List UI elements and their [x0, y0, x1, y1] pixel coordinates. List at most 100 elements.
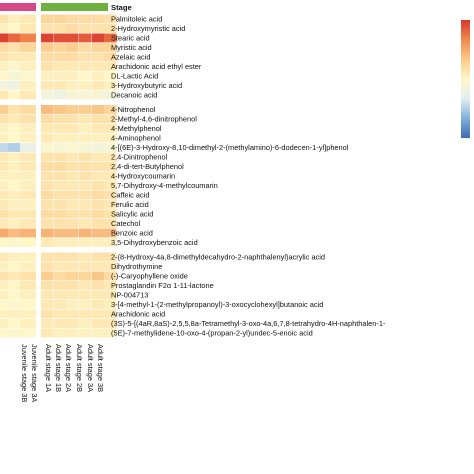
row-label: Dihydrothymine [111, 262, 162, 271]
heatmap-cell [66, 162, 79, 171]
heatmap-cell [20, 62, 36, 71]
heatmap-cell [8, 81, 21, 90]
heatmap-cell [54, 200, 67, 209]
heatmap-cell [104, 219, 117, 228]
heatmap-cell [66, 133, 79, 143]
heatmap-cell [79, 24, 92, 33]
heatmap-cell [92, 81, 105, 90]
heatmap-cell [54, 281, 67, 290]
heatmap-cell [41, 24, 54, 33]
heatmap-cell [54, 143, 67, 152]
heatmap-cell [92, 62, 105, 71]
heatmap-cell [0, 209, 10, 219]
heatmap-cell [20, 219, 36, 228]
row-label: 5,7-Dihydroxy-4-methylcoumarin [111, 181, 218, 190]
heatmap-cell [54, 105, 67, 114]
heatmap-cell [104, 105, 117, 114]
heatmap-cell [92, 114, 105, 124]
heatmap-cell [20, 24, 36, 33]
heatmap-cell [8, 133, 21, 143]
heatmap-cell [0, 162, 10, 171]
heatmap-cell [66, 309, 79, 319]
heatmap-cell [41, 33, 54, 43]
heatmap-cell [20, 81, 36, 90]
heatmap-cell [92, 200, 105, 209]
heatmap-cell [54, 114, 67, 124]
row-label: Azelaic acid [111, 52, 150, 61]
heatmap-cell [8, 43, 21, 52]
heatmap-cell [92, 190, 105, 200]
heatmap-cell [41, 52, 54, 62]
heatmap-cell [8, 90, 21, 100]
heatmap-cell [104, 209, 117, 219]
heatmap-cell [8, 209, 21, 219]
heatmap-cell [0, 90, 10, 100]
heatmap-cell [41, 181, 54, 190]
heatmap-cell [0, 228, 10, 238]
row-label: Palmitoleic acid [111, 14, 162, 23]
row-label: Arachidonic acid [111, 309, 165, 318]
heatmap-cell [54, 271, 67, 281]
heatmap-cell [20, 152, 36, 162]
heatmap-cell [8, 200, 21, 209]
heatmap-cell [54, 300, 67, 309]
heatmap-cell [8, 271, 21, 281]
heatmap-cell [92, 181, 105, 190]
heatmap-cell [92, 171, 105, 181]
heatmap-cell [54, 33, 67, 43]
heatmap-cell [8, 152, 21, 162]
heatmap-cell [104, 252, 117, 262]
heatmap-cell [79, 81, 92, 90]
heatmap-cell [41, 43, 54, 52]
heatmap-cell [20, 162, 36, 171]
heatmap-cell [41, 105, 54, 114]
heatmap-cells [0, 14, 117, 338]
heatmap-cell [0, 133, 10, 143]
heatmap-cell [66, 143, 79, 152]
heatmap-cell [20, 290, 36, 300]
heatmap-cell [54, 52, 67, 62]
heatmap-cell [0, 124, 10, 133]
row-label: 4-Hydroxycoumarin [111, 171, 175, 180]
heatmap-cell [79, 62, 92, 71]
row-label: 3-Hydroxybutyric acid [111, 81, 182, 90]
heatmap-cell [0, 181, 10, 190]
heatmap-cell [92, 271, 105, 281]
heatmap-cell [79, 162, 92, 171]
heatmap-cell [0, 328, 10, 338]
heatmap-cell [104, 124, 117, 133]
color-scale-bar [461, 20, 470, 138]
heatmap-cell [20, 90, 36, 100]
annotation-juvenile [0, 3, 36, 11]
heatmap-cell [41, 81, 54, 90]
heatmap-cell [79, 114, 92, 124]
heatmap-cell [104, 290, 117, 300]
heatmap-cell [41, 252, 54, 262]
heatmap-cell [20, 52, 36, 62]
heatmap-cell [79, 262, 92, 271]
heatmap-cell [66, 252, 79, 262]
heatmap-cell [54, 190, 67, 200]
heatmap-cell [104, 162, 117, 171]
heatmap-cell [41, 190, 54, 200]
heatmap-cell [92, 281, 105, 290]
heatmap-cell [20, 262, 36, 271]
heatmap-cell [20, 71, 36, 81]
heatmap-cell [0, 62, 10, 71]
heatmap-cell [66, 219, 79, 228]
heatmap-cell [79, 105, 92, 114]
heatmap-cell [66, 238, 79, 247]
heatmap-cell [54, 43, 67, 52]
heatmap-cell [20, 228, 36, 238]
heatmap-cell [54, 262, 67, 271]
heatmap-cell [0, 114, 10, 124]
heatmap-cell [92, 105, 105, 114]
row-label: 4-Methylphenol [111, 124, 162, 133]
heatmap-cell [92, 309, 105, 319]
heatmap-cell [8, 252, 21, 262]
heatmap-cell [79, 190, 92, 200]
row-label: 2-Methyl-4,6-dinitrophenol [111, 114, 197, 123]
row-label: Myristic acid [111, 43, 152, 52]
heatmap-cell [54, 181, 67, 190]
